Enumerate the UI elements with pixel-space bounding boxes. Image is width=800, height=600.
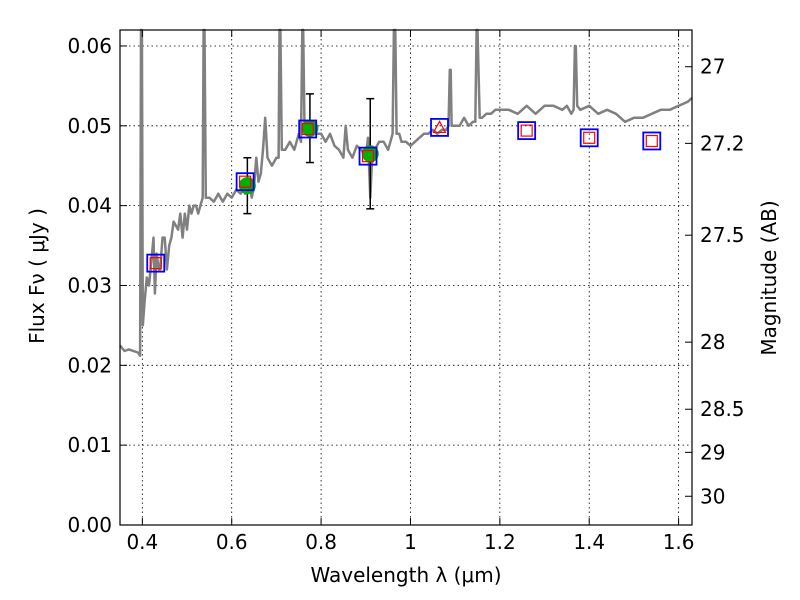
y-axis-ticks: 0.00 0.01 0.02 0.03 0.04 0.05 0.06 [67, 34, 127, 537]
y-tick-label: 0.02 [67, 353, 112, 377]
x-tick-label: 0.4 [126, 530, 158, 554]
y-tick-label: 0.03 [67, 273, 112, 297]
model-point [642, 131, 662, 151]
magnitude-tick-label: 27.2 [700, 131, 745, 155]
magnitude-tick-label: 27 [700, 55, 725, 79]
model-inner-square [239, 175, 252, 188]
y-tick-label: 0.01 [67, 433, 112, 457]
model-outer-square [517, 121, 537, 140]
model-outer-square [235, 172, 255, 192]
model-inner-square [520, 124, 533, 137]
model-outer-square [579, 128, 599, 148]
x-tick-label: 1.6 [663, 530, 695, 554]
model-point [146, 253, 166, 273]
magnitude-tick-label: 28.5 [700, 397, 745, 421]
magnitude-tick-label: 28 [700, 330, 725, 354]
model-outer-square [358, 146, 378, 166]
magnitude-axis-ticks: 27 27.2 27.5 28 28.5 29 30 [685, 55, 745, 508]
model-inner-square [149, 257, 162, 270]
model-inner-square [301, 122, 314, 136]
magnitude-tick-label: 30 [700, 484, 725, 508]
model-point [235, 172, 255, 192]
y-tick-label: 0.04 [67, 194, 112, 218]
model-point [430, 118, 449, 137]
x-tick-label: 1.4 [573, 530, 605, 554]
y-tick-label: 0.06 [67, 34, 112, 58]
model-inner-square [583, 131, 596, 144]
model-point [358, 146, 378, 166]
model-outer-square [298, 119, 318, 139]
model-inner-square [361, 150, 375, 163]
x-tick-label: 0.6 [216, 530, 248, 554]
magnitude-axis-label: Magnitude (AB) [757, 200, 781, 355]
magnitude-tick-label: 29 [700, 440, 725, 464]
x-axis-ticks: 0.4 0.6 0.8 1 1.2 1.4 1.6 [126, 30, 695, 554]
x-tick-label: 1.2 [484, 530, 516, 554]
plot-frame [119, 29, 693, 526]
model-outer-square [146, 253, 166, 273]
x-tick-label: 0.8 [305, 530, 337, 554]
x-tick-label: 1 [404, 530, 417, 554]
model-inner-triangle [432, 120, 447, 134]
x-axis-label: Wavelength λ (μm) [310, 563, 501, 587]
y-tick-label: 0.05 [67, 114, 112, 138]
model-point [298, 119, 318, 139]
model-outer-square [642, 131, 662, 151]
model-points [146, 118, 662, 273]
model-point [579, 128, 599, 148]
model-point [517, 121, 537, 140]
y-axis-label: Flux Fν ( μJy ) [25, 208, 49, 344]
grid-lines [120, 30, 692, 526]
y-tick-label: 0.00 [67, 513, 112, 537]
spectrum-line [119, 28, 693, 357]
model-outer-square [430, 118, 449, 137]
observed-points [238, 119, 379, 195]
magnitude-tick-label: 27.5 [700, 223, 745, 247]
model-inner-square [645, 134, 658, 148]
